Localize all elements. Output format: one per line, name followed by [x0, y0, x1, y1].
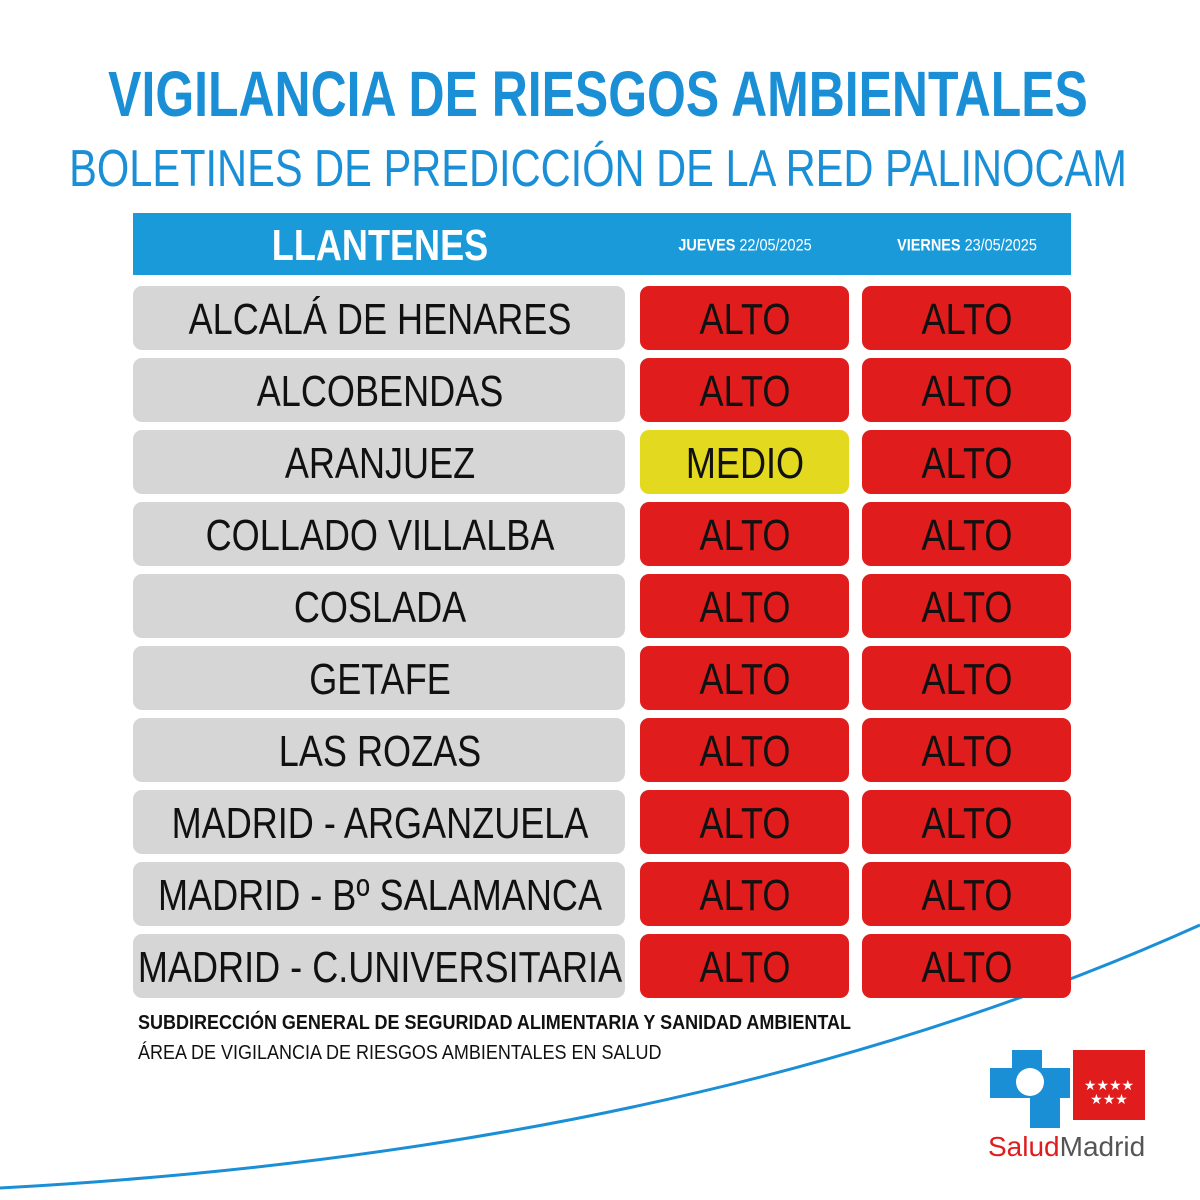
- logo-cross: [990, 1050, 1070, 1128]
- column-date: 23/05/2025: [965, 236, 1037, 254]
- level-cell: [862, 862, 1071, 926]
- row-label-box: [133, 934, 625, 998]
- level-text: ALTO: [700, 294, 791, 343]
- level-cell: [640, 862, 849, 926]
- row-label: COLLADO VILLALBA: [206, 510, 555, 559]
- row-label-box: [133, 286, 625, 350]
- column-date: 22/05/2025: [739, 236, 811, 254]
- row-label: MADRID - C.UNIVERSITARIA: [138, 942, 622, 991]
- level-text: ALTO: [700, 582, 791, 631]
- row-label: LAS ROZAS: [279, 726, 481, 775]
- level-text: ALTO: [700, 942, 791, 991]
- logo-part1: Salud: [988, 1131, 1060, 1162]
- level-cell: [640, 934, 849, 998]
- header-bar: [133, 213, 1071, 275]
- level-text: ALTO: [700, 366, 791, 415]
- level-text: ALTO: [922, 726, 1013, 775]
- level-text: ALTO: [922, 510, 1013, 559]
- level-text: ALTO: [922, 654, 1013, 703]
- logo-stars: ★★★★ ★★★: [1084, 1077, 1134, 1107]
- level-text: ALTO: [922, 942, 1013, 991]
- row-label: GETAFE: [309, 654, 451, 703]
- logo-part2: Madrid: [1060, 1131, 1146, 1162]
- level-cell: [640, 790, 849, 854]
- level-cell: [862, 430, 1071, 494]
- level-cell: [862, 502, 1071, 566]
- column-day: VIERNES: [897, 236, 960, 254]
- table-title: LLANTENES: [272, 220, 488, 269]
- row-label: ARANJUEZ: [285, 438, 475, 487]
- level-text: MEDIO: [686, 438, 804, 487]
- level-cell: [862, 718, 1071, 782]
- level-cell: [640, 574, 849, 638]
- level-text: ALTO: [922, 366, 1013, 415]
- level-cell: [640, 430, 849, 494]
- level-cell: [640, 358, 849, 422]
- footer-line1: SUBDIRECCIÓN GENERAL DE SEGURIDAD ALIMEN…: [138, 1011, 851, 1034]
- row-label-box: [133, 502, 625, 566]
- row-label: ALCOBENDAS: [257, 366, 504, 415]
- level-text: ALTO: [922, 798, 1013, 847]
- level-text: ALTO: [700, 870, 791, 919]
- level-cell: [640, 502, 849, 566]
- level-cell: [640, 646, 849, 710]
- level-text: ALTO: [922, 438, 1013, 487]
- row-label: MADRID - ARGANZUELA: [172, 798, 589, 847]
- column-header: JUEVES 22/05/2025: [678, 236, 811, 254]
- level-cell: [862, 934, 1071, 998]
- level-text: ALTO: [922, 582, 1013, 631]
- column-day: JUEVES: [678, 236, 735, 254]
- row-label-box: [133, 430, 625, 494]
- level-text: ALTO: [922, 294, 1013, 343]
- level-cell: [862, 790, 1071, 854]
- level-text: ALTO: [922, 870, 1013, 919]
- level-text: ALTO: [700, 510, 791, 559]
- level-text: ALTO: [700, 798, 791, 847]
- logo-flag: [1073, 1050, 1145, 1120]
- footer-line2: ÁREA DE VIGILANCIA DE RIESGOS AMBIENTALE…: [138, 1042, 662, 1064]
- level-cell: [862, 358, 1071, 422]
- row-label-box: [133, 574, 625, 638]
- level-cell: [862, 574, 1071, 638]
- row-label: MADRID - Bº SALAMANCA: [158, 870, 602, 919]
- level-text: ALTO: [700, 726, 791, 775]
- row-label: ALCALÁ DE HENARES: [189, 294, 572, 343]
- row-label-box: [133, 862, 625, 926]
- logo-text: SaludMadrid: [988, 1131, 1145, 1162]
- level-cell: [862, 286, 1071, 350]
- subtitle: BOLETINES DE PREDICCIÓN DE LA RED PALINO…: [69, 139, 1127, 198]
- level-cell: [640, 286, 849, 350]
- level-text: ALTO: [700, 654, 791, 703]
- row-label-box: [133, 646, 625, 710]
- level-cell: [862, 646, 1071, 710]
- column-header: VIERNES 23/05/2025: [897, 236, 1037, 254]
- level-cell: [640, 718, 849, 782]
- row-label-box: [133, 790, 625, 854]
- row-label-box: [133, 358, 625, 422]
- title: VIGILANCIA DE RIESGOS AMBIENTALES: [108, 59, 1088, 130]
- row-label-box: [133, 718, 625, 782]
- row-label: COSLADA: [294, 582, 467, 631]
